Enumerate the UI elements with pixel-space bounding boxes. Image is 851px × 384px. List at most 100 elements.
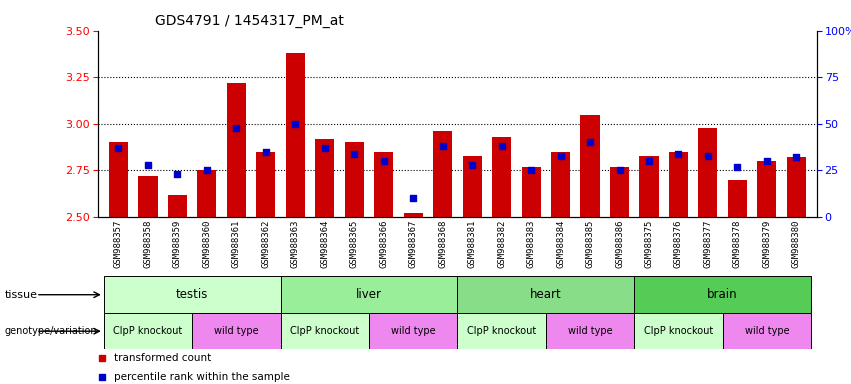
Bar <box>722 313 811 349</box>
Bar <box>433 131 452 217</box>
Bar <box>699 127 717 217</box>
Bar <box>192 313 281 349</box>
Text: GSM988379: GSM988379 <box>762 220 771 268</box>
Text: GSM988384: GSM988384 <box>556 220 565 268</box>
Text: ClpP knockout: ClpP knockout <box>290 326 359 336</box>
Point <box>288 121 302 127</box>
Bar <box>610 167 629 217</box>
Bar <box>168 195 187 217</box>
Text: GSM988385: GSM988385 <box>585 220 595 268</box>
Text: GSM988360: GSM988360 <box>203 220 211 268</box>
Text: GSM988365: GSM988365 <box>350 220 359 268</box>
Point <box>259 149 272 155</box>
Point <box>524 167 538 174</box>
Text: GSM988361: GSM988361 <box>231 220 241 268</box>
Bar <box>345 142 364 217</box>
Bar <box>104 313 192 349</box>
Bar <box>369 313 458 349</box>
Point <box>613 167 626 174</box>
Text: heart: heart <box>530 288 562 301</box>
Point <box>407 195 420 202</box>
Text: GSM988362: GSM988362 <box>261 220 271 268</box>
Bar <box>281 313 369 349</box>
Point <box>583 139 597 146</box>
Bar <box>139 176 157 217</box>
Bar <box>669 152 688 217</box>
Text: GSM988366: GSM988366 <box>380 220 388 268</box>
Point <box>318 145 332 151</box>
Bar <box>728 180 747 217</box>
Bar <box>634 313 722 349</box>
Text: GSM988380: GSM988380 <box>791 220 801 268</box>
Text: liver: liver <box>356 288 382 301</box>
Bar <box>787 157 806 217</box>
Point <box>377 158 391 164</box>
Bar <box>256 152 276 217</box>
Text: GSM988378: GSM988378 <box>733 220 742 268</box>
Bar <box>109 142 128 217</box>
Bar <box>104 276 281 313</box>
Text: GSM988382: GSM988382 <box>497 220 506 268</box>
Text: GSM988381: GSM988381 <box>468 220 477 268</box>
Bar <box>458 276 634 313</box>
Point <box>171 171 185 177</box>
Point <box>643 158 656 164</box>
Bar <box>197 170 216 217</box>
Text: tissue: tissue <box>4 290 37 300</box>
Bar <box>639 156 659 217</box>
Text: GSM988367: GSM988367 <box>408 220 418 268</box>
Text: wild type: wild type <box>745 326 789 336</box>
Point <box>230 124 243 131</box>
Point <box>347 151 361 157</box>
Text: GSM988357: GSM988357 <box>114 220 123 268</box>
Bar <box>492 137 511 217</box>
Text: GSM988364: GSM988364 <box>320 220 329 268</box>
Point <box>790 154 803 161</box>
Text: ClpP knockout: ClpP knockout <box>644 326 713 336</box>
Point <box>701 152 715 159</box>
Bar <box>545 313 634 349</box>
Bar <box>458 313 545 349</box>
Text: ClpP knockout: ClpP knockout <box>467 326 536 336</box>
Text: ClpP knockout: ClpP knockout <box>113 326 183 336</box>
Point <box>111 145 125 151</box>
Bar <box>463 156 482 217</box>
Bar <box>281 276 458 313</box>
Bar <box>286 53 305 217</box>
Point <box>200 167 214 174</box>
Point <box>730 164 744 170</box>
Point <box>671 151 685 157</box>
Bar <box>374 152 393 217</box>
Text: GSM988368: GSM988368 <box>438 220 447 268</box>
Text: GSM988375: GSM988375 <box>644 220 654 268</box>
Point <box>760 158 774 164</box>
Bar <box>315 139 334 217</box>
Point <box>141 162 155 168</box>
Text: percentile rank within the sample: percentile rank within the sample <box>114 372 289 382</box>
Point <box>554 152 568 159</box>
Text: GDS4791 / 1454317_PM_at: GDS4791 / 1454317_PM_at <box>156 14 345 28</box>
Bar <box>757 161 776 217</box>
Text: wild type: wild type <box>214 326 259 336</box>
Text: testis: testis <box>176 288 208 301</box>
Bar <box>634 276 811 313</box>
Bar <box>522 167 540 217</box>
Text: GSM988359: GSM988359 <box>173 220 182 268</box>
Bar <box>227 83 246 217</box>
Text: genotype/variation: genotype/variation <box>4 326 97 336</box>
Text: GSM988358: GSM988358 <box>144 220 152 268</box>
Bar <box>551 152 570 217</box>
Text: GSM988377: GSM988377 <box>704 220 712 268</box>
Bar <box>403 213 423 217</box>
Text: wild type: wild type <box>568 326 613 336</box>
Text: GSM988363: GSM988363 <box>291 220 300 268</box>
Text: wild type: wild type <box>391 326 436 336</box>
Text: brain: brain <box>707 288 738 301</box>
Point <box>494 143 508 149</box>
Text: GSM988386: GSM988386 <box>615 220 624 268</box>
Text: transformed count: transformed count <box>114 353 211 363</box>
Point <box>436 143 449 149</box>
Point <box>465 162 479 168</box>
Text: GSM988376: GSM988376 <box>674 220 683 268</box>
Text: GSM988383: GSM988383 <box>527 220 535 268</box>
